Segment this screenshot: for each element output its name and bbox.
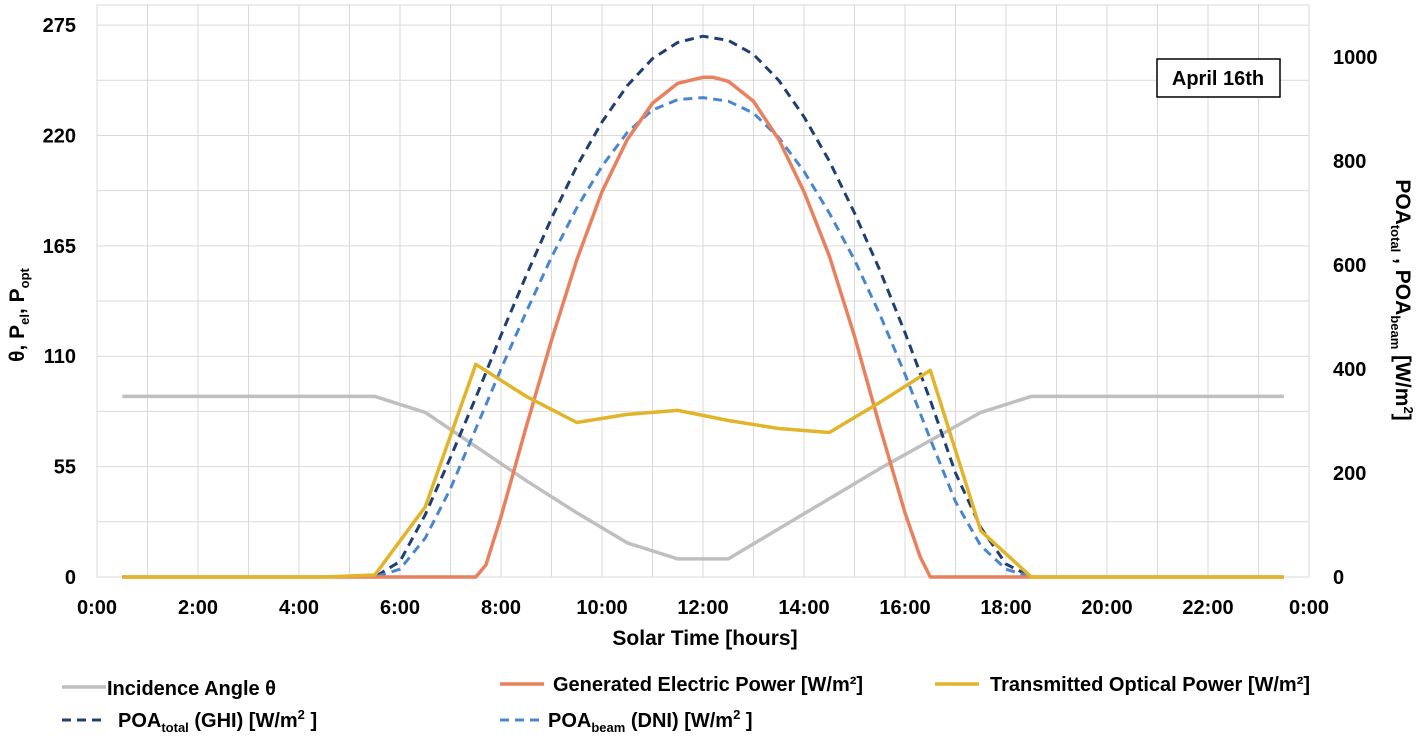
annotation-box bbox=[1156, 58, 1281, 98]
series-lines bbox=[122, 34, 1284, 579]
x-tick-label: 2:00 bbox=[178, 597, 218, 619]
poa-beam-line bbox=[122, 96, 1284, 579]
gridlines bbox=[96, 4, 1310, 578]
left-tick-label: 110 bbox=[44, 346, 76, 368]
legend-label: POAtotal​ (GHI) [W/m2​ ] bbox=[118, 707, 317, 735]
poa-total-line bbox=[122, 34, 1284, 579]
x-tick-label: 0:00 bbox=[77, 597, 117, 619]
right-tick-label: 800 bbox=[1333, 151, 1366, 173]
x-axis-ticks: 0:00 2:00 4:00 6:00 8:00 10:00 12:00 14:00 16:00… bbox=[77, 597, 1329, 619]
legend-label: Incidence Angle θ bbox=[107, 678, 276, 700]
x-tick-label: 16:00 bbox=[879, 597, 930, 619]
x-tick-label: 22:00 bbox=[1182, 597, 1233, 619]
left-tick-label: 275 bbox=[43, 15, 76, 37]
left-axis-title: θ, Pel​, Popt​ bbox=[6, 267, 32, 361]
right-tick-label: 600 bbox=[1333, 255, 1366, 277]
left-tick-label: 165 bbox=[43, 236, 76, 258]
left-axis-ticks: 0 55 110 165 220 275 bbox=[43, 15, 76, 589]
x-tick-label: 8:00 bbox=[481, 597, 521, 619]
x-tick-label: 6:00 bbox=[380, 597, 420, 619]
right-tick-label: 200 bbox=[1333, 463, 1366, 485]
electric-power-line bbox=[122, 75, 1284, 579]
right-axis-title: POAtotal​ , POAbeam​ [W/m2​] bbox=[1388, 179, 1416, 420]
legend-poa-total: POAtotal​ (GHI) [W/m2​ ] bbox=[62, 707, 317, 735]
x-tick-label: 0:00 bbox=[1289, 597, 1329, 619]
x-tick-label: 14:00 bbox=[778, 597, 829, 619]
right-tick-label: 0 bbox=[1333, 567, 1344, 589]
legend-label: Transmitted Optical Power [W/m²] bbox=[990, 674, 1310, 696]
x-tick-label: 20:00 bbox=[1081, 597, 1132, 619]
legend-label: POAbeam​ (DNI) [W/m2​ ] bbox=[548, 707, 753, 735]
legend-label: Generated Electric Power [W/m²] bbox=[553, 674, 863, 696]
annotation-text: April 16th bbox=[1172, 68, 1264, 90]
x-tick-label: 18:00 bbox=[980, 597, 1031, 619]
left-tick-label: 220 bbox=[43, 125, 76, 147]
legend-poa-beam: POAbeam​ (DNI) [W/m2​ ] bbox=[500, 707, 753, 735]
legend-optical-power: Transmitted Optical Power [W/m²] bbox=[935, 674, 1310, 696]
plot-frame bbox=[96, 4, 1310, 578]
right-tick-label: 1000 bbox=[1333, 47, 1378, 69]
legend-incidence-angle: Incidence Angle θ bbox=[62, 678, 276, 700]
x-tick-label: 12:00 bbox=[677, 597, 728, 619]
left-tick-label: 0 bbox=[65, 567, 76, 589]
legend: Incidence Angle θ Generated Electric Powe… bbox=[62, 674, 1310, 735]
right-axis-ticks: 0 200 400 600 800 1000 bbox=[1333, 47, 1378, 589]
x-tick-label: 4:00 bbox=[279, 597, 319, 619]
right-tick-label: 400 bbox=[1333, 359, 1366, 381]
incidence-angle-line bbox=[122, 394, 1284, 561]
x-axis-title: Solar Time [hours] bbox=[612, 627, 797, 650]
optical-power-line bbox=[122, 362, 1284, 579]
x-tick-label: 10:00 bbox=[576, 597, 627, 619]
date-annotation: April 16th bbox=[1156, 58, 1281, 98]
left-tick-label: 55 bbox=[54, 457, 76, 479]
legend-electric-power: Generated Electric Power [W/m²] bbox=[500, 674, 863, 696]
